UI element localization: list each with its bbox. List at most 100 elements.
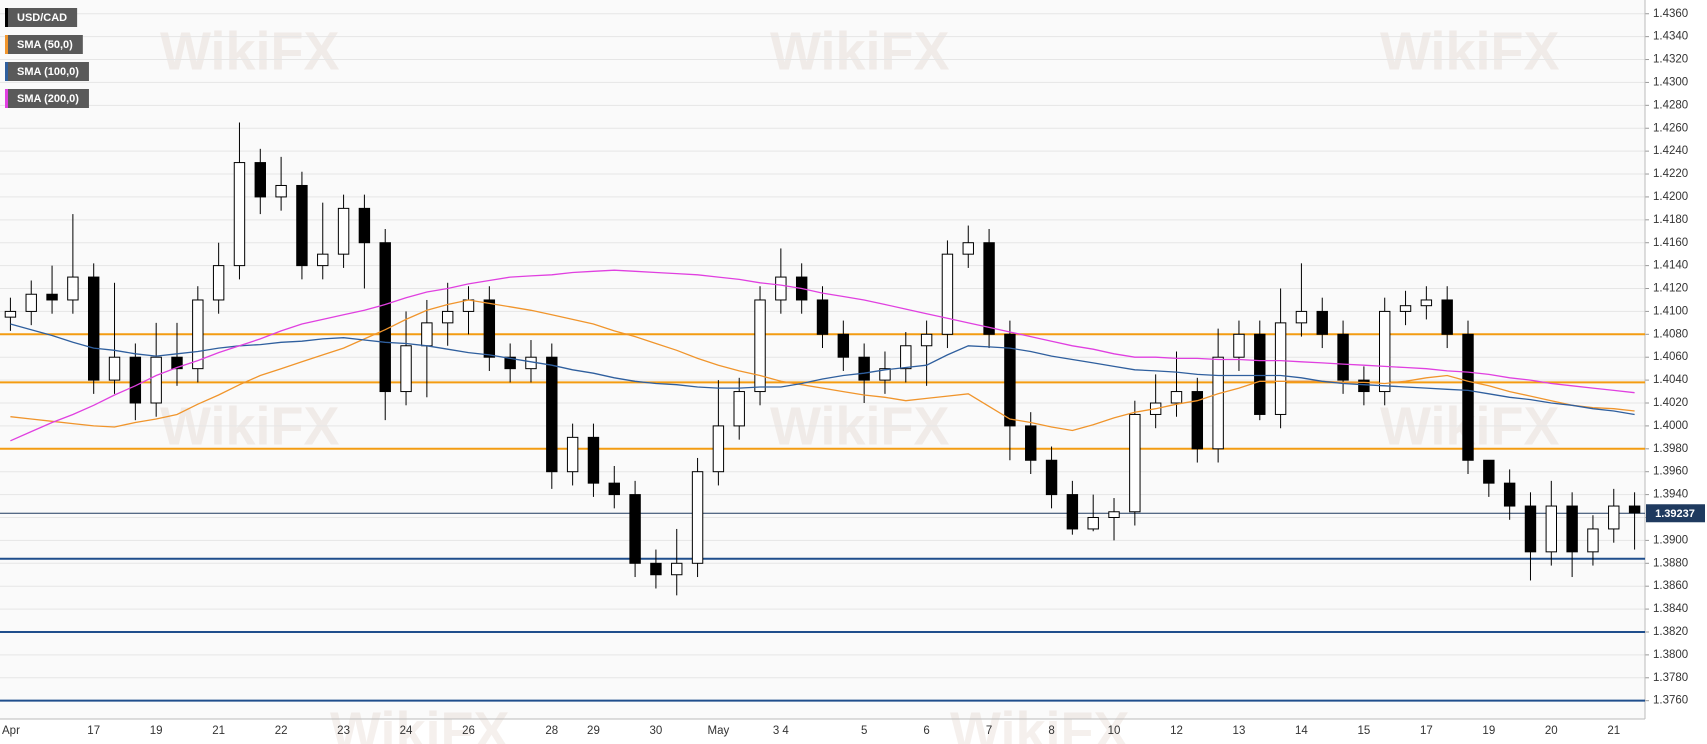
candle-body xyxy=(1045,459,1058,496)
y-tick-label: 1.4360 xyxy=(1653,8,1688,20)
candle-body xyxy=(879,368,891,381)
candle-body xyxy=(1483,459,1495,484)
legend-box xyxy=(5,62,89,81)
x-tick-label: 24 xyxy=(400,725,413,737)
y-tick-label: 1.3760 xyxy=(1653,695,1688,707)
candle-body xyxy=(1066,494,1079,530)
watermark: WikiFX xyxy=(950,701,1130,744)
y-tick-label: 1.4240 xyxy=(1653,145,1688,157)
y-tick-label: 1.4320 xyxy=(1653,54,1688,66)
candle-body xyxy=(1566,505,1578,553)
candle-body xyxy=(1274,322,1287,415)
x-tick-label: 22 xyxy=(275,725,288,737)
y-tick-label: 1.4140 xyxy=(1653,260,1688,272)
sma-line xyxy=(10,299,1635,432)
y-tick-label: 1.4120 xyxy=(1653,283,1688,295)
legend-swatch xyxy=(5,89,8,108)
candle-body xyxy=(317,253,329,267)
x-tick-label: 15 xyxy=(1357,725,1370,737)
candle-body xyxy=(1108,511,1120,518)
y-tick-label: 1.4300 xyxy=(1653,76,1688,88)
candle-body xyxy=(504,356,516,370)
candle-body xyxy=(650,562,662,576)
candle-body xyxy=(962,242,974,255)
y-tick-label: 1.3880 xyxy=(1653,557,1688,569)
plot-background xyxy=(0,0,1645,719)
x-tick-label: Apr xyxy=(2,725,20,737)
y-tick-label: 1.4160 xyxy=(1653,237,1688,249)
y-tick-label: 1.3940 xyxy=(1653,489,1688,501)
legend-swatch xyxy=(5,8,8,27)
candle-body xyxy=(129,356,142,404)
candle-body xyxy=(733,391,745,427)
watermark: WikiFX xyxy=(330,701,510,744)
x-tick-label: 7 xyxy=(986,725,992,737)
y-tick-label: 1.4180 xyxy=(1653,214,1688,226)
legend-label: SMA (100,0) xyxy=(17,66,79,78)
x-tick-label: 17 xyxy=(1420,725,1433,737)
candle-body xyxy=(941,253,954,335)
y-tick-label: 1.4260 xyxy=(1653,122,1688,134)
x-tick-label: 5 xyxy=(861,725,867,737)
x-tick-label: 21 xyxy=(212,725,225,737)
candle-body xyxy=(983,242,995,335)
x-tick-label: 6 xyxy=(923,725,929,737)
x-tick-label: May xyxy=(708,725,730,737)
watermark: WikiFX xyxy=(160,21,340,81)
candle-body xyxy=(1254,333,1266,415)
y-tick-label: 1.4280 xyxy=(1653,99,1688,111)
candle-body xyxy=(4,310,17,318)
candle-body xyxy=(608,482,620,496)
x-tick-label: 21 xyxy=(1607,725,1620,737)
y-tick-label: 1.3800 xyxy=(1653,649,1688,661)
candle-body xyxy=(671,562,683,576)
y-tick-label: 1.3780 xyxy=(1653,672,1688,684)
candle-body xyxy=(1462,333,1474,461)
y-tick-label: 1.3960 xyxy=(1653,466,1688,478)
candle-body xyxy=(421,322,433,347)
legend-label: SMA (50,0) xyxy=(17,39,73,51)
candle-body xyxy=(1004,333,1016,427)
watermark: WikiFX xyxy=(1380,21,1560,81)
watermark: WikiFX xyxy=(770,21,950,81)
candle-body xyxy=(1503,482,1516,507)
candle-body xyxy=(379,242,391,393)
sma-line xyxy=(10,323,1635,416)
y-tick-label: 1.3820 xyxy=(1653,626,1688,638)
x-tick-label: 3 4 xyxy=(773,725,790,737)
candle-body xyxy=(816,299,829,335)
y-tick-label: 1.4200 xyxy=(1653,191,1688,203)
x-tick-label: 19 xyxy=(1482,725,1495,737)
y-tick-label: 1.4000 xyxy=(1653,420,1688,432)
x-tick-label: 8 xyxy=(1048,725,1054,737)
candle-body xyxy=(629,494,641,564)
candle-body xyxy=(1608,505,1620,530)
x-tick-label: 17 xyxy=(87,725,100,737)
candle-body xyxy=(462,299,475,312)
y-tick-label: 1.4080 xyxy=(1653,328,1688,340)
sma-line xyxy=(10,269,1635,442)
legend-swatch xyxy=(5,35,8,54)
y-tick-label: 1.3900 xyxy=(1653,534,1688,546)
candle-body xyxy=(1587,528,1599,553)
candle-body xyxy=(712,425,725,473)
candle-body xyxy=(1295,310,1308,324)
candle-body xyxy=(400,345,412,393)
x-tick-label: 19 xyxy=(150,725,163,737)
last-price-label: 1.39237 xyxy=(1655,508,1695,520)
candle-body xyxy=(1358,379,1370,393)
legend-swatch xyxy=(5,62,8,81)
y-tick-label: 1.4040 xyxy=(1653,374,1688,386)
candle-body xyxy=(441,310,454,324)
candle-body xyxy=(171,356,183,370)
candle-body xyxy=(25,293,37,312)
candle-body xyxy=(1399,305,1412,312)
candle-body xyxy=(1545,505,1558,553)
candle-body xyxy=(1191,391,1204,450)
y-tick-label: 1.4060 xyxy=(1653,351,1688,363)
candle-body xyxy=(546,356,558,473)
candle-body xyxy=(1379,310,1391,393)
candle-body xyxy=(1441,299,1453,335)
candle-body xyxy=(358,207,371,244)
